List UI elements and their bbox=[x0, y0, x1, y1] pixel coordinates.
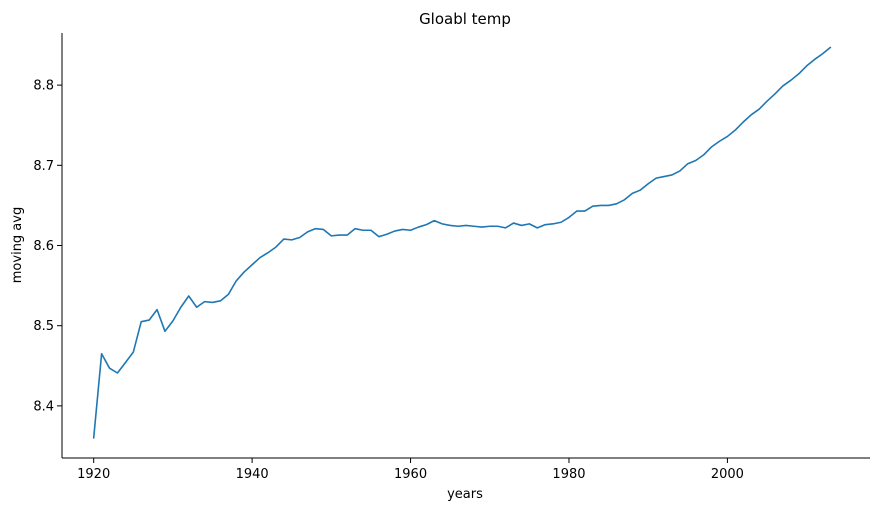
x-tick-label: 1920 bbox=[77, 467, 110, 482]
x-tick-label: 2000 bbox=[711, 467, 744, 482]
y-axis-label: moving avg bbox=[10, 207, 25, 283]
x-tick-label: 1940 bbox=[236, 467, 269, 482]
y-tick-label: 8.5 bbox=[33, 319, 54, 334]
y-tick-label: 8.7 bbox=[33, 159, 54, 174]
x-tick-label: 1980 bbox=[552, 467, 585, 482]
y-tick-label: 8.4 bbox=[33, 399, 54, 414]
chart-title: Gloabl temp bbox=[419, 10, 511, 28]
x-axis: 1920 1940 1960 1980 2000 bbox=[77, 458, 744, 482]
x-axis-label: years bbox=[447, 487, 483, 502]
y-axis: 8.4 8.5 8.6 8.7 8.8 bbox=[33, 79, 62, 414]
x-tick-label: 1960 bbox=[394, 467, 427, 482]
y-tick-label: 8.8 bbox=[33, 79, 54, 94]
y-tick-label: 8.6 bbox=[33, 239, 54, 254]
series-line bbox=[92, 46, 832, 439]
